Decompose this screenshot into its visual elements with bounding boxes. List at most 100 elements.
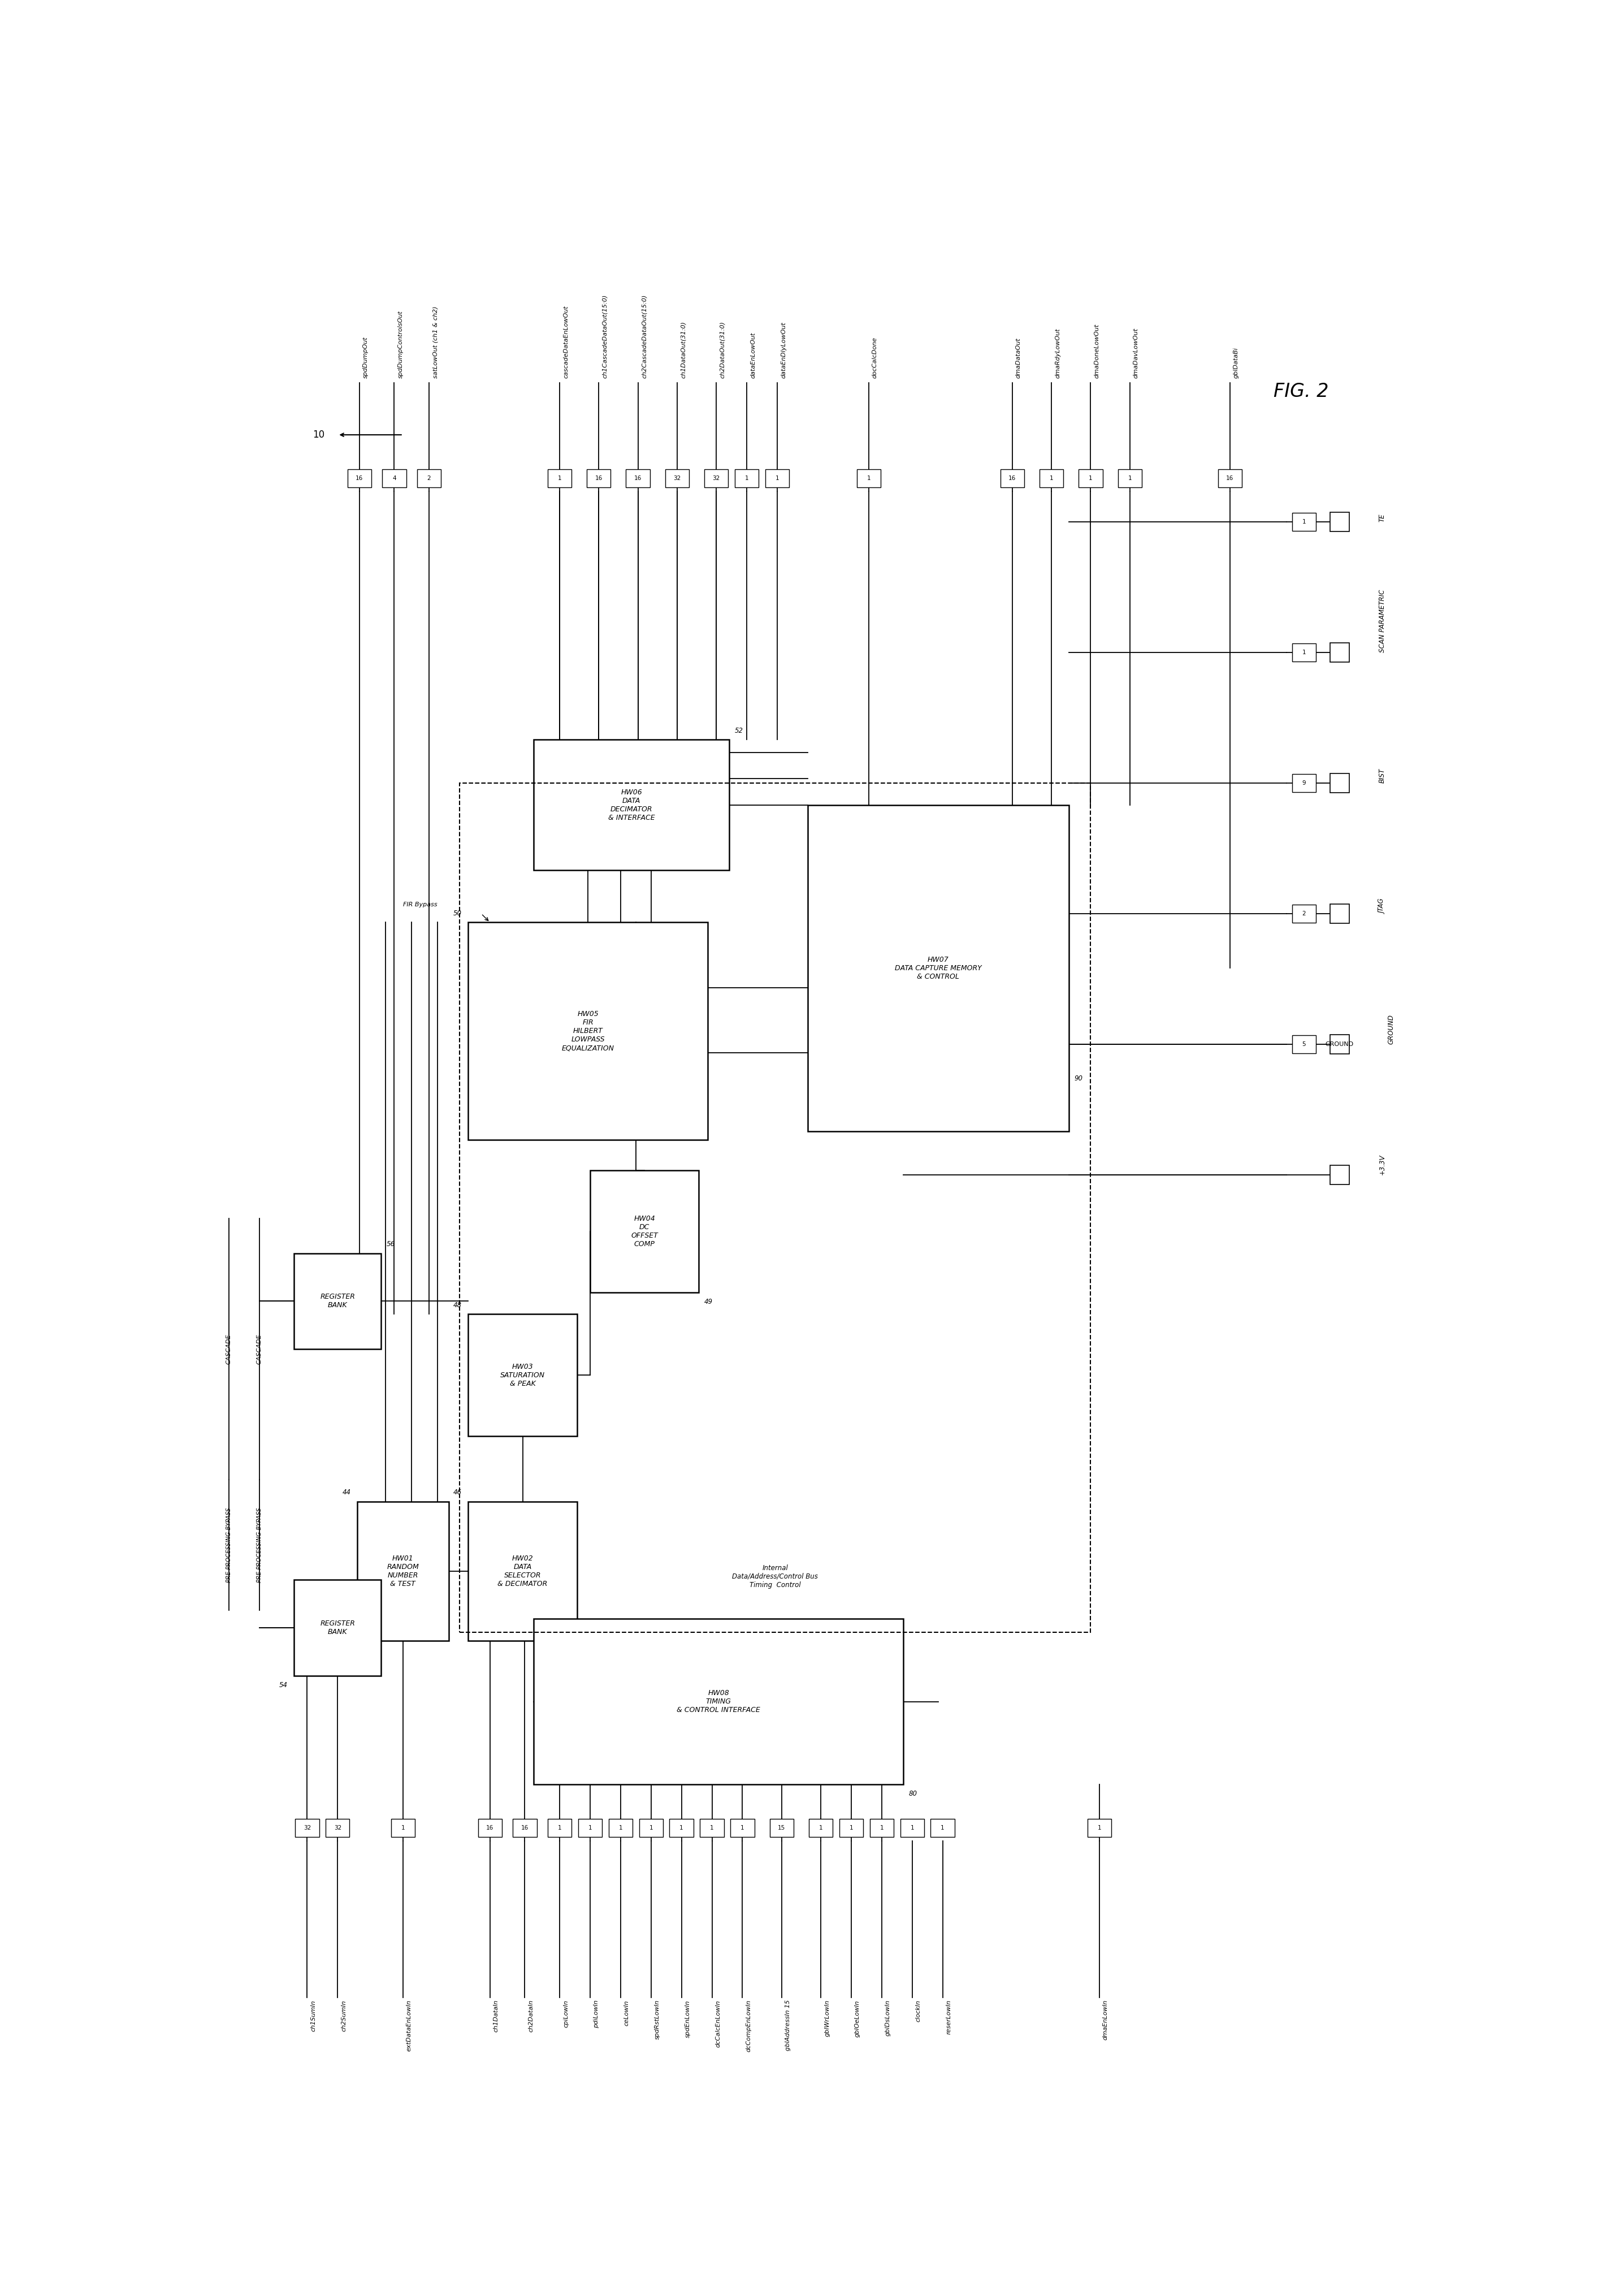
Text: reserLowIn: reserLowIn xyxy=(947,1999,952,2035)
Text: 15: 15 xyxy=(778,1826,786,1831)
Text: 52: 52 xyxy=(734,728,744,735)
Bar xyxy=(1117,468,1142,487)
Bar xyxy=(460,782,1091,1633)
Text: spdDumpOut: spdDumpOut xyxy=(362,337,369,377)
Bar xyxy=(1330,1035,1350,1053)
Text: spdEnLowIn: spdEnLowIn xyxy=(685,1999,690,2038)
Text: 1: 1 xyxy=(619,1826,622,1831)
Bar xyxy=(666,468,689,487)
Text: 46: 46 xyxy=(453,1489,461,1496)
Bar xyxy=(586,468,611,487)
Bar xyxy=(294,1253,382,1348)
Text: 1: 1 xyxy=(818,1826,823,1831)
Bar xyxy=(468,1314,577,1437)
Text: ch2CascadeDataOut(15:0): ch2CascadeDataOut(15:0) xyxy=(641,293,646,377)
Text: 1: 1 xyxy=(557,1826,562,1831)
Bar xyxy=(640,1819,663,1837)
Text: 49: 49 xyxy=(705,1298,713,1305)
Text: HW06
DATA
DECIMATOR
& INTERFACE: HW06 DATA DECIMATOR & INTERFACE xyxy=(607,789,654,821)
Text: 32: 32 xyxy=(713,475,719,482)
Text: pdiLowIn: pdiLowIn xyxy=(593,1999,599,2028)
Text: gblDataBi: gblDataBi xyxy=(1233,348,1239,377)
Text: REGISTER
BANK: REGISTER BANK xyxy=(320,1294,356,1310)
Bar xyxy=(534,1619,903,1785)
Text: HW01
RANDOM
NUMBER
& TEST: HW01 RANDOM NUMBER & TEST xyxy=(387,1555,419,1587)
Bar xyxy=(1088,1819,1111,1837)
Text: PRE PROCESSING BYPASS: PRE PROCESSING BYPASS xyxy=(226,1508,232,1583)
Text: satLowOut (ch1 & ch2): satLowOut (ch1 & ch2) xyxy=(432,307,438,377)
Text: 2: 2 xyxy=(1302,912,1306,916)
Bar xyxy=(547,1819,572,1837)
Text: 44: 44 xyxy=(343,1489,351,1496)
Text: 1: 1 xyxy=(741,1826,744,1831)
Text: cascadeDataEnLowOut: cascadeDataEnLowOut xyxy=(564,305,568,377)
Text: 1: 1 xyxy=(557,475,562,482)
Bar xyxy=(609,1819,632,1837)
Bar xyxy=(700,1819,724,1837)
Text: GROUND: GROUND xyxy=(1325,1041,1354,1046)
Bar xyxy=(625,468,650,487)
Bar xyxy=(705,468,728,487)
Bar xyxy=(294,1580,382,1676)
Text: 1: 1 xyxy=(650,1826,653,1831)
Bar xyxy=(547,468,572,487)
Text: 1: 1 xyxy=(1302,650,1306,655)
Bar xyxy=(857,468,880,487)
Text: gblAddressIn 15: gblAddressIn 15 xyxy=(784,1999,791,2051)
Text: HW04
DC
OFFSET
COMP: HW04 DC OFFSET COMP xyxy=(632,1214,658,1248)
Text: dmaDoneLowOut: dmaDoneLowOut xyxy=(1095,323,1099,377)
Bar xyxy=(468,1501,577,1642)
Text: ch1CascadeDataOut(15:0): ch1CascadeDataOut(15:0) xyxy=(603,293,607,377)
Text: HW07
DATA CAPTURE MEMORY
& CONTROL: HW07 DATA CAPTURE MEMORY & CONTROL xyxy=(895,955,983,980)
Text: 80: 80 xyxy=(909,1790,918,1796)
Text: HW05
FIR
HILBERT
LOWPASS
EQUALIZATION: HW05 FIR HILBERT LOWPASS EQUALIZATION xyxy=(562,1010,614,1053)
Bar xyxy=(513,1819,538,1837)
Text: 32: 32 xyxy=(304,1826,310,1831)
Text: HW02
DATA
SELECTOR
& DECIMATOR: HW02 DATA SELECTOR & DECIMATOR xyxy=(497,1555,547,1587)
Text: 16: 16 xyxy=(1226,475,1234,482)
Text: 1: 1 xyxy=(849,1826,853,1831)
Text: 1: 1 xyxy=(710,1826,715,1831)
Text: spdRstLowIn: spdRstLowIn xyxy=(654,1999,659,2040)
Bar xyxy=(578,1819,603,1837)
Text: dcCompEnLowIn: dcCompEnLowIn xyxy=(745,1999,752,2051)
Text: 1: 1 xyxy=(745,475,749,482)
Bar xyxy=(296,1819,320,1837)
Bar xyxy=(1039,468,1064,487)
Text: 16: 16 xyxy=(521,1826,528,1831)
Text: 1: 1 xyxy=(679,1826,684,1831)
Text: 1: 1 xyxy=(1098,1826,1101,1831)
Text: ceLowIn: ceLowIn xyxy=(624,1999,630,2026)
Bar xyxy=(870,1819,893,1837)
Bar xyxy=(931,1819,955,1837)
Text: CASCADE: CASCADE xyxy=(226,1335,232,1364)
Bar xyxy=(1330,644,1350,662)
Text: dmaRdyLowOut: dmaRdyLowOut xyxy=(1056,327,1060,377)
Text: ch2SumIn: ch2SumIn xyxy=(341,1999,348,2031)
Text: 9: 9 xyxy=(1302,780,1306,787)
Text: +3.3V: +3.3V xyxy=(1379,1155,1385,1176)
Bar xyxy=(417,468,442,487)
Text: CASCADE: CASCADE xyxy=(257,1335,261,1364)
Text: 1: 1 xyxy=(880,1826,883,1831)
Bar xyxy=(1330,773,1350,794)
Bar xyxy=(1293,1035,1315,1053)
Bar xyxy=(770,1819,794,1837)
Bar xyxy=(1218,468,1242,487)
Text: HW03
SATURATION
& PEAK: HW03 SATURATION & PEAK xyxy=(500,1362,546,1387)
Text: clockIn: clockIn xyxy=(916,1999,921,2022)
Text: REGISTER
BANK: REGISTER BANK xyxy=(320,1619,356,1635)
Text: dataEnLowOut: dataEnLowOut xyxy=(750,332,755,377)
Text: spdDumpControlsOut: spdDumpControlsOut xyxy=(398,312,403,377)
Bar xyxy=(840,1819,864,1837)
Text: 1: 1 xyxy=(588,1826,593,1831)
Text: 16: 16 xyxy=(486,1826,494,1831)
Text: GROUND: GROUND xyxy=(1387,1014,1395,1044)
Text: gblDsLowIn: gblDsLowIn xyxy=(885,1999,892,2035)
Text: gblWrLowIn: gblWrLowIn xyxy=(825,1999,830,2038)
Text: 50: 50 xyxy=(453,910,461,916)
Bar xyxy=(809,1819,833,1837)
Bar xyxy=(765,468,789,487)
Text: 1: 1 xyxy=(401,1826,404,1831)
Text: dcCalcEnLowIn: dcCalcEnLowIn xyxy=(716,1999,721,2047)
